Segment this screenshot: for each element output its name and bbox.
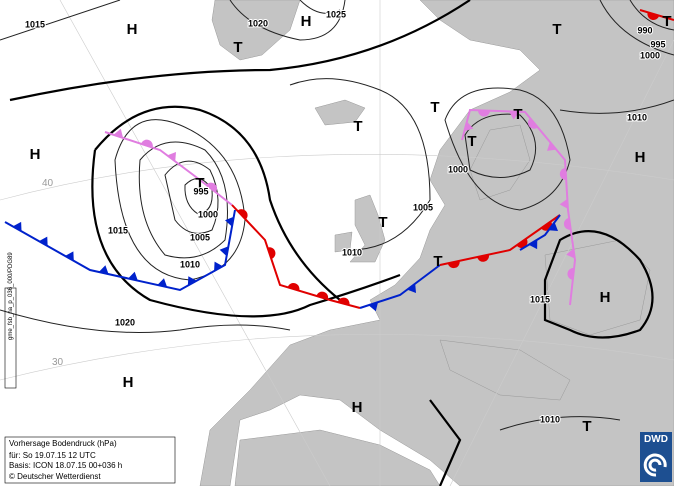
front-semicircle	[237, 209, 248, 220]
fronts	[4, 9, 674, 312]
isobar-label: 1020	[115, 317, 135, 327]
center-label: H	[301, 13, 312, 30]
center-label: T	[662, 13, 671, 30]
front-semicircle	[559, 167, 567, 180]
center-label: T	[430, 99, 439, 116]
front-semicircle	[287, 283, 300, 291]
center-label: T	[195, 175, 204, 192]
front-semicircle	[527, 118, 538, 129]
land	[199, 0, 674, 486]
isobar-label: 1015	[25, 19, 45, 29]
info-box: Vorhersage Bodendruck (hPa) für: So 19.0…	[4, 436, 176, 484]
isobar-label: 1010	[627, 112, 647, 122]
info-frame	[4, 436, 176, 484]
center-label: T	[467, 133, 476, 150]
isobar-label: 1000	[198, 209, 218, 219]
isobar-label: 1015	[530, 294, 550, 304]
center-label: H	[123, 374, 134, 391]
logo-bg	[640, 432, 672, 482]
info-title: Vorhersage Bodendruck (hPa)	[9, 439, 117, 448]
center-label: H	[30, 146, 41, 163]
front-semicircle	[477, 110, 490, 117]
front-triangle	[368, 302, 379, 312]
front-semicircle	[647, 12, 660, 20]
side-label-box	[4, 287, 17, 389]
front-triangle	[167, 152, 176, 162]
front-triangle	[528, 239, 538, 250]
isobar-label: 1010	[540, 414, 560, 424]
center-label: T	[552, 21, 561, 38]
isobar-label: 1015	[108, 225, 128, 235]
logo-swirl	[643, 453, 667, 477]
center-label: H	[127, 21, 138, 38]
front-triangle	[12, 221, 22, 232]
front-semicircle	[447, 260, 460, 269]
front-semicircle	[316, 291, 329, 300]
front-triangle	[38, 236, 48, 247]
front-triangle	[214, 261, 223, 272]
isobar-label: 1000	[640, 50, 660, 60]
front-semicircle	[567, 267, 575, 280]
info-valid: für: So 19.07.15 12 UTC	[9, 451, 96, 460]
front-triangle	[128, 271, 138, 281]
isobar-label: 1005	[413, 202, 433, 212]
center-label: H	[635, 149, 646, 166]
front-triangle	[508, 111, 519, 120]
front-triangle	[566, 248, 575, 259]
front-triangle	[407, 283, 416, 293]
latitude-label: 40	[42, 178, 54, 189]
isobar-label: 1025	[326, 9, 346, 19]
side-label: gme_fsb_na_p_036_000/PDG89	[8, 252, 14, 340]
logo: DWD	[640, 432, 672, 482]
front-triangle	[548, 222, 558, 231]
center-label: T	[582, 418, 591, 435]
front-line	[461, 108, 577, 306]
isobar-label: 1010	[180, 259, 200, 269]
center-label: H	[600, 289, 611, 306]
info-copyright: © Deutscher Wetterdienst	[9, 472, 101, 481]
front-triangle	[219, 246, 229, 257]
center-label: T	[233, 39, 242, 56]
front-line	[439, 214, 561, 266]
front-line	[104, 131, 233, 206]
front-triangle	[65, 251, 74, 261]
isobar-labels: 1015 1020 1025 990 995 1000 1010 1000 99…	[24, 8, 667, 425]
front-triangle	[98, 265, 109, 275]
latitude-labels: 40 30	[42, 178, 64, 368]
isobar-label: 995	[650, 39, 665, 49]
front-triangle	[559, 198, 568, 209]
front-triangle	[113, 128, 124, 138]
front-semicircle	[141, 139, 153, 148]
front-semicircle	[337, 297, 350, 306]
center-label: T	[353, 118, 362, 135]
isobar-label: 1000	[448, 164, 468, 174]
logo-text: DWD	[644, 434, 668, 445]
info-basis: Basis: ICON 18.07.15 00+036 h	[9, 461, 122, 470]
isobar-label: 1020	[248, 18, 268, 28]
front-semicircle	[267, 247, 276, 259]
center-label: T	[513, 106, 522, 123]
front-triangle	[187, 276, 197, 286]
center-label: T	[433, 253, 442, 270]
isobar-label: 995	[193, 186, 208, 196]
pressure-centers: H H T T T H T T T T T H T T H H H T	[30, 13, 672, 435]
latitude-label: 30	[52, 357, 64, 368]
isobar-label: 1005	[190, 232, 210, 242]
isobar-label: 1010	[342, 247, 362, 257]
front-triangle	[157, 278, 168, 288]
isobar-label: 990	[637, 25, 652, 35]
front-semicircle	[563, 217, 571, 230]
front-semicircle	[206, 182, 218, 193]
center-label: H	[352, 399, 363, 416]
front-triangle	[225, 216, 234, 227]
front-line	[519, 214, 561, 251]
front-triangle	[547, 141, 557, 151]
center-label: T	[378, 214, 387, 231]
front-semicircle	[516, 238, 528, 248]
front-triangle	[464, 121, 474, 132]
front-semicircle	[477, 254, 490, 262]
